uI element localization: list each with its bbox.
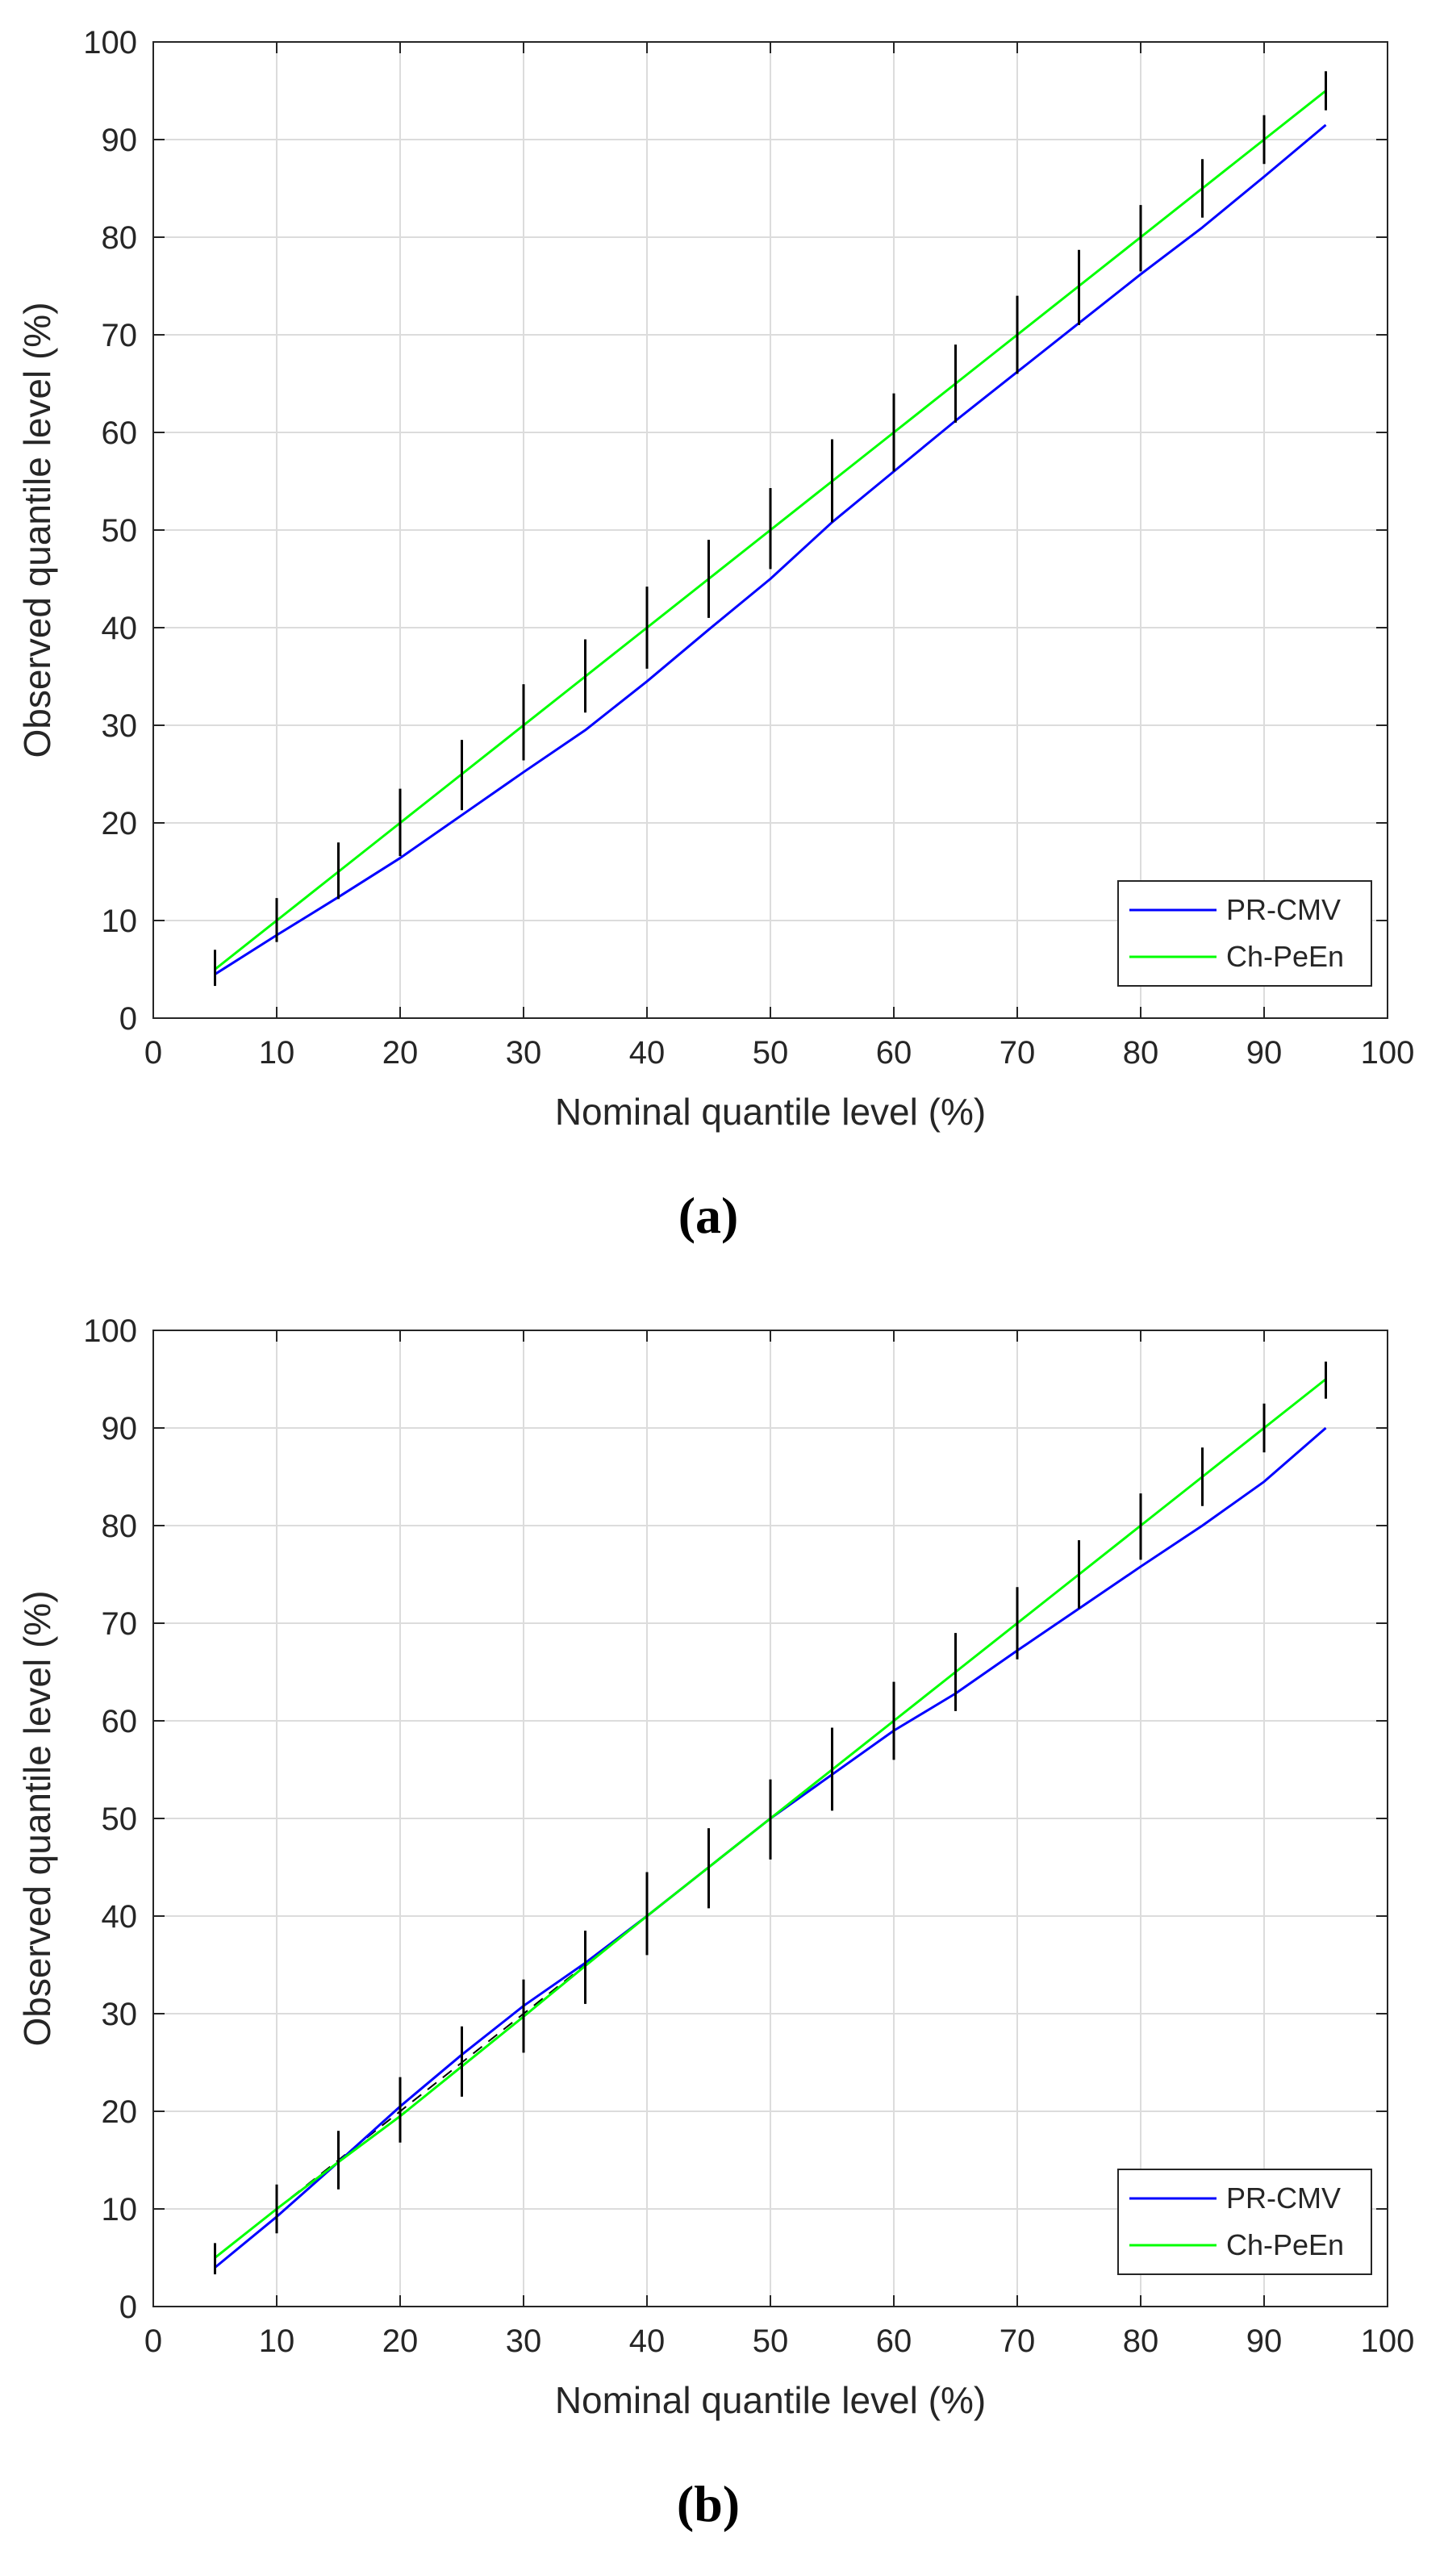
x-tick-label: 0 — [144, 1035, 162, 1071]
y-tick-label: 40 — [102, 611, 138, 646]
y-tick-label: 30 — [102, 1997, 138, 2032]
y-tick-label: 70 — [102, 1606, 138, 1642]
y-tick-label: 20 — [102, 2094, 138, 2130]
legend-label: PR-CMV — [1226, 2181, 1341, 2215]
y-tick-label: 50 — [102, 513, 138, 549]
x-tick-label: 50 — [753, 1035, 789, 1071]
y-tick-label: 40 — [102, 1899, 138, 1935]
x-axis-title: Nominal quantile level (%) — [555, 2379, 986, 2421]
y-tick-label: 50 — [102, 1802, 138, 1837]
legend: PR-CMV Ch-PeEn — [1117, 2169, 1372, 2275]
chart-a: 0 10 20 30 40 50 60 70 80 90 100 0 10 20 30 40 50 60 70 80 9… — [16, 25, 1415, 1244]
x-tick-label: 10 — [259, 1035, 295, 1071]
x-tick-label: 90 — [1246, 1035, 1283, 1071]
x-tick-label: 70 — [1000, 2323, 1036, 2359]
y-tick-label: 0 — [119, 1001, 137, 1037]
chart-caption: (b) — [677, 2475, 740, 2532]
x-tick-label: 60 — [876, 2323, 912, 2359]
y-tick-label: 10 — [102, 2192, 138, 2227]
x-tick-label: 70 — [1000, 1035, 1036, 1071]
x-tick-label: 30 — [506, 2323, 542, 2359]
x-tick-label: 50 — [753, 2323, 789, 2359]
legend-label: PR-CMV — [1226, 893, 1341, 926]
x-axis-title: Nominal quantile level (%) — [555, 1091, 986, 1133]
x-tick-label: 0 — [144, 2323, 162, 2359]
chart-panel-b: 0 10 20 30 40 50 60 70 80 90 100 0 10 20 30 40 50 60 70 80 9… — [0, 1288, 1444, 2576]
y-tick-label: 60 — [102, 1704, 138, 1739]
y-tick-label: 80 — [102, 1509, 138, 1544]
x-tick-label: 30 — [506, 1035, 542, 1071]
legend-box — [1117, 880, 1372, 987]
y-tick-label: 90 — [102, 1411, 138, 1447]
error-bars — [214, 71, 1327, 987]
y-axis-title: Observed quantile level (%) — [16, 1590, 58, 2046]
chart-panel-a: 0 10 20 30 40 50 60 70 80 90 100 0 10 20 30 40 50 60 70 80 9… — [16, 25, 1415, 1244]
x-tick-label: 10 — [259, 2323, 295, 2359]
y-tick-label: 100 — [83, 1313, 137, 1349]
y-tick-label: 90 — [102, 123, 138, 158]
legend-label: Ch-PeEn — [1226, 940, 1344, 973]
x-axis: 0 10 20 30 40 50 60 70 80 90 100 — [144, 1330, 1415, 2359]
chart-caption: (a) — [678, 1187, 739, 1244]
x-tick-label: 60 — [876, 1035, 912, 1071]
legend-label: Ch-PeEn — [1226, 2228, 1344, 2261]
y-axis-title: Observed quantile level (%) — [16, 302, 58, 758]
chart-b: 0 10 20 30 40 50 60 70 80 90 100 0 10 20 30 40 50 60 70 80 9… — [16, 1313, 1415, 2532]
y-axis: 0 10 20 30 40 50 60 70 80 90 100 — [83, 1313, 1388, 2325]
y-axis: 0 10 20 30 40 50 60 70 80 90 100 — [83, 25, 1388, 1037]
x-tick-label: 40 — [629, 1035, 666, 1071]
y-tick-label: 10 — [102, 904, 138, 939]
y-tick-label: 70 — [102, 318, 138, 353]
y-tick-label: 20 — [102, 806, 138, 841]
x-tick-label: 100 — [1361, 2323, 1415, 2359]
x-tick-label: 40 — [629, 2323, 666, 2359]
y-tick-label: 0 — [119, 2290, 137, 2325]
y-tick-label: 80 — [102, 220, 138, 256]
error-bars — [214, 1361, 1327, 2275]
x-tick-label: 20 — [382, 2323, 419, 2359]
x-tick-label: 80 — [1123, 1035, 1159, 1071]
x-tick-label: 20 — [382, 1035, 419, 1071]
y-tick-label: 30 — [102, 708, 138, 744]
x-tick-label: 80 — [1123, 2323, 1159, 2359]
legend: PR-CMV Ch-PeEn — [1117, 880, 1372, 987]
legend-box — [1117, 2169, 1372, 2275]
x-tick-label: 90 — [1246, 2323, 1283, 2359]
y-tick-label: 60 — [102, 415, 138, 451]
y-tick-label: 100 — [83, 25, 137, 61]
x-tick-label: 100 — [1361, 1035, 1415, 1071]
x-axis: 0 10 20 30 40 50 60 70 80 90 100 — [144, 42, 1415, 1071]
